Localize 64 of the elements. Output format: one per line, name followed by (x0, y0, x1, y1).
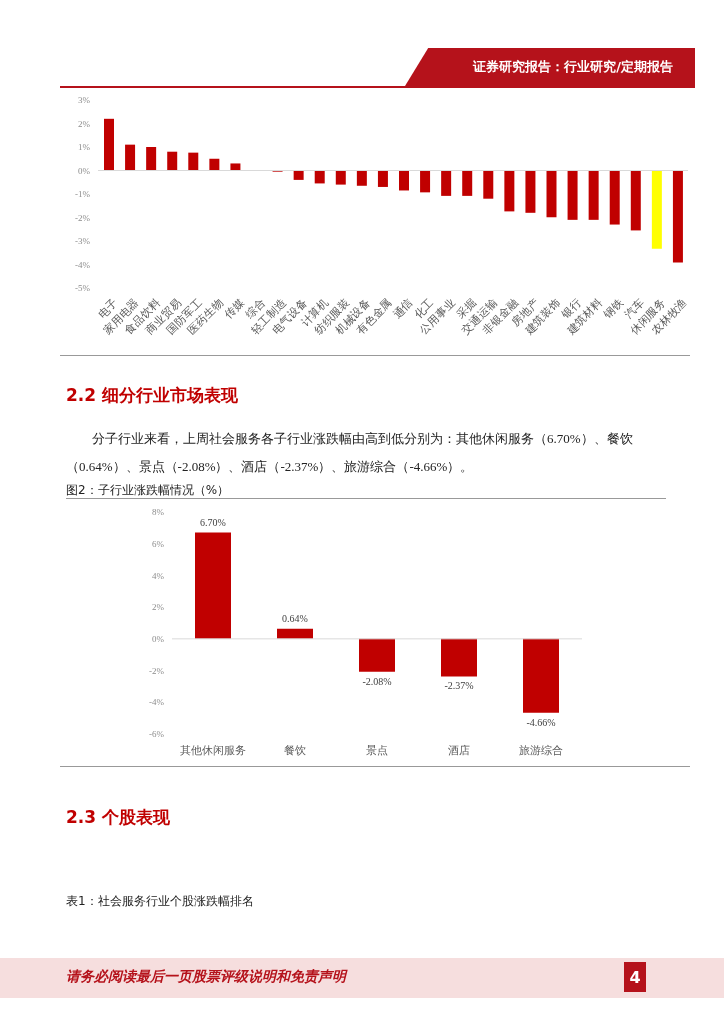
bar (588, 170, 599, 220)
bar (359, 638, 395, 672)
y-tick-label: 3% (78, 95, 91, 106)
text: 分子行业来看，上周社会服务各子行业涨跌幅由高到低分别为：其他休闲服务（6.70%）、餐饮（0.64%）、景点（-2.08%）、酒店（-2.37%）、旅游综合（-4.66%）。 (66, 430, 634, 476)
bar (630, 170, 641, 231)
bar (546, 170, 557, 218)
bar (104, 118, 114, 171)
bar (209, 158, 220, 171)
text: 表1：社会服务行业个股涨跌幅排名 (66, 893, 254, 910)
bar (525, 170, 536, 213)
bar (293, 170, 304, 180)
x-tick-label: 其他休闲服务 (180, 744, 246, 757)
bar (195, 532, 231, 639)
text: 证券研究报告：行业研究/定期报告 (405, 48, 695, 86)
bar (399, 170, 409, 191)
data-label: -4.66% (526, 716, 556, 728)
y-tick-label: -6% (149, 729, 165, 740)
x-tick-label: 景点 (366, 744, 388, 757)
y-tick-label: 6% (152, 538, 165, 549)
y-tick-label: -2% (149, 665, 165, 676)
bar (167, 151, 178, 171)
bar (441, 170, 452, 196)
y-tick-label: 2% (152, 602, 165, 613)
bar (523, 638, 559, 713)
bar (651, 170, 662, 249)
chart-title: 图2：子行业涨跌幅情况（%） (66, 482, 230, 499)
y-tick-label: -2% (75, 212, 91, 223)
y-tick-label: 8% (152, 507, 165, 518)
y-tick-label: 4% (152, 570, 165, 581)
data-label: 6.70% (200, 516, 226, 528)
bar (462, 170, 473, 196)
bar (672, 170, 683, 263)
y-tick-label: -1% (75, 189, 91, 200)
x-tick-label: 酒店 (448, 744, 470, 757)
data-label: -2.37% (444, 680, 474, 692)
x-tick-label: 旅游综合 (519, 744, 563, 757)
bar (188, 152, 199, 171)
bar (356, 170, 367, 186)
y-tick-label: -4% (149, 697, 165, 708)
text: 2.3 个股表现 (66, 806, 171, 829)
bar (335, 170, 346, 185)
bar (609, 170, 620, 225)
bar (377, 170, 388, 187)
bar (483, 170, 494, 199)
bar (146, 147, 157, 171)
y-tick-label: 0% (78, 165, 91, 176)
data-label: 0.64% (282, 612, 308, 624)
y-tick-label: -5% (75, 283, 91, 294)
bar (420, 170, 431, 193)
y-tick-label: 1% (78, 142, 91, 153)
text: 4 (624, 962, 646, 992)
bar (567, 170, 578, 220)
y-tick-label: -3% (75, 236, 91, 247)
text: 请务必阅读最后一页股票评级说明和免责声明 (66, 968, 346, 986)
bar (125, 144, 136, 171)
bar (441, 638, 477, 677)
y-tick-label: -4% (75, 259, 91, 270)
y-tick-label: 0% (152, 634, 165, 645)
text: 2.2 细分行业市场表现 (66, 384, 239, 407)
x-tick-label: 餐饮 (284, 744, 306, 757)
data-label: -2.08% (362, 675, 392, 687)
bar (314, 170, 325, 184)
bar (504, 170, 515, 212)
y-tick-label: 2% (78, 118, 91, 129)
